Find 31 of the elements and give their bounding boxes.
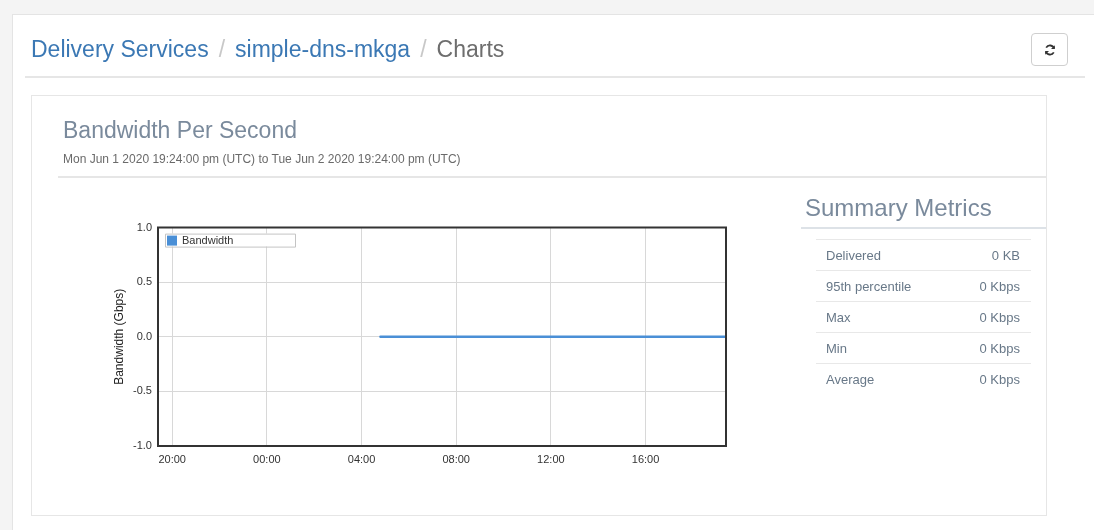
text: simple-dns-mkga	[235, 36, 411, 63]
y-tick-label: -0.5	[133, 384, 152, 397]
text: Average	[826, 372, 875, 387]
y-axis-title: Bandwidth (Gbps)	[111, 288, 126, 385]
text: Min	[826, 341, 847, 356]
x-tick-label: 16:00	[631, 452, 660, 465]
text: Charts	[436, 36, 505, 63]
text: 95th percentile	[826, 279, 912, 294]
text: 0 KB	[991, 248, 1020, 263]
text: Delivered	[826, 248, 881, 263]
legend-label: Bandwidth	[182, 234, 234, 247]
text: /	[420, 36, 427, 63]
x-tick-label: 20:00	[158, 452, 186, 465]
text: /	[218, 36, 226, 63]
chart-subtitle: Mon Jun 1 2020 19:24:00 pm (UTC) to Tue Jun 2 2020 19:24:00 pm (UTC)	[63, 152, 461, 166]
text: 0 Kbps	[979, 341, 1020, 356]
text: Max	[826, 310, 851, 325]
text: 0 Kbps	[979, 279, 1020, 294]
x-tick-label: 04:00	[347, 452, 376, 465]
x-tick-label: 08:00	[442, 452, 470, 465]
text: 0 Kbps	[979, 372, 1020, 387]
text: Delivery Services	[31, 36, 209, 63]
x-tick-label: 12:00	[537, 452, 565, 465]
x-tick-label: 00:00	[253, 452, 281, 465]
y-tick-label: 0.5	[136, 275, 152, 288]
text: 0 Kbps	[979, 310, 1020, 325]
text: Summary Metrics	[805, 194, 992, 222]
y-tick-label: 0.0	[136, 329, 152, 342]
y-tick-label: -1.0	[133, 439, 152, 452]
y-tick-label: 1.0	[136, 220, 152, 233]
chart-title: Bandwidth Per Second	[63, 117, 297, 144]
